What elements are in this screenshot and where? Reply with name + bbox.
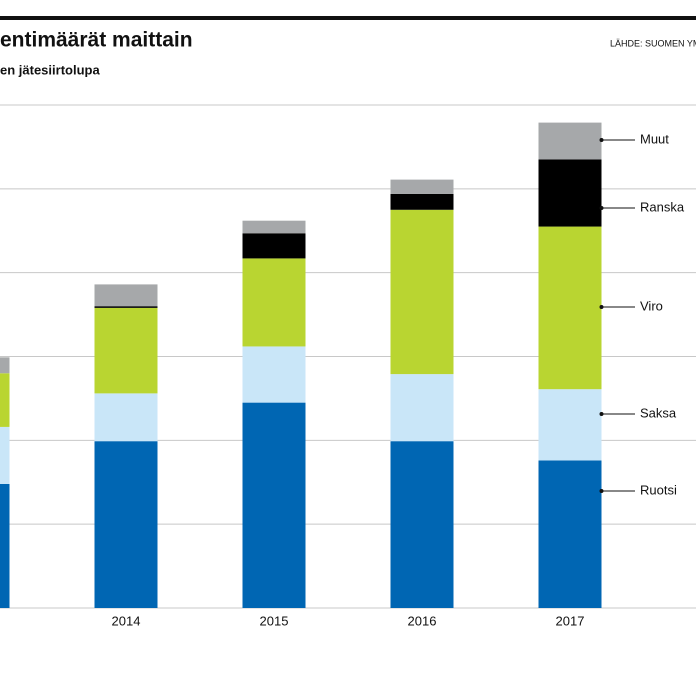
bar-segment xyxy=(538,389,602,461)
bar-segment xyxy=(390,374,454,442)
x-tick-label: 2014 xyxy=(112,613,141,628)
legend-label: Ruotsi xyxy=(640,482,677,497)
bar-segment xyxy=(242,220,306,234)
bar-segment xyxy=(390,209,454,375)
bar-segment xyxy=(94,306,158,308)
chart-title: entimäärät maittain xyxy=(0,29,193,52)
bar-segment xyxy=(94,441,158,608)
chart-subtitle: en jätesiirtolupa xyxy=(0,62,100,77)
bar-segment xyxy=(94,307,158,394)
x-tick-label: 2017 xyxy=(556,613,585,628)
bar-segment xyxy=(390,441,454,608)
bar-segment xyxy=(0,426,10,484)
bar-segment xyxy=(242,402,306,608)
bar-segment xyxy=(390,193,454,210)
bar-segment xyxy=(538,226,602,390)
bar-segment xyxy=(538,460,602,608)
bar-segment xyxy=(242,346,306,403)
legend-label: Viro xyxy=(640,298,663,313)
bar-segment xyxy=(242,258,306,347)
x-tick-label: 2015 xyxy=(260,613,289,628)
legend-label: Muut xyxy=(640,131,669,146)
legend: Ruotsi Saksa Viro Ranska Muut xyxy=(599,131,685,497)
legend-label: Ranska xyxy=(640,199,685,214)
bar-segment xyxy=(94,393,158,442)
bar-segment xyxy=(538,122,602,160)
bar-segment xyxy=(538,159,602,227)
bars: 2014 2015 2016 2017 xyxy=(0,122,602,628)
bar-segment xyxy=(242,233,306,259)
bar-segment xyxy=(0,357,10,374)
legend-label: Saksa xyxy=(640,405,677,420)
top-rule xyxy=(0,16,696,20)
bar-segment xyxy=(0,483,10,608)
bar-segment xyxy=(0,373,10,427)
bar-segment xyxy=(390,179,454,194)
x-tick-label: 2016 xyxy=(408,613,437,628)
source: LÄHDE: SUOMEN YM xyxy=(610,38,696,48)
bar-segment xyxy=(94,284,158,307)
